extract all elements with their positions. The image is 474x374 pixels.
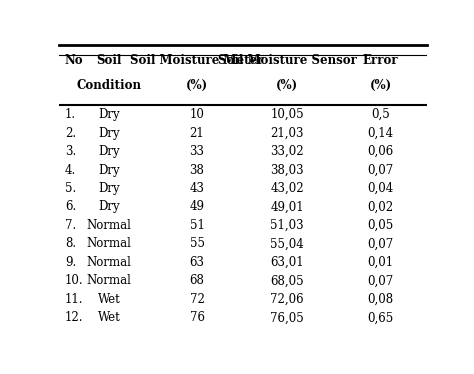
Text: Normal: Normal — [86, 219, 131, 232]
Text: 5.: 5. — [65, 182, 76, 195]
Text: 55: 55 — [190, 237, 204, 251]
Text: Normal: Normal — [86, 256, 131, 269]
Text: 0,07: 0,07 — [367, 163, 394, 177]
Text: 55,04: 55,04 — [270, 237, 304, 251]
Text: 0,5: 0,5 — [371, 108, 390, 121]
Text: 51,03: 51,03 — [270, 219, 304, 232]
Text: 21: 21 — [190, 126, 204, 140]
Text: 76,05: 76,05 — [270, 312, 304, 324]
Text: (%): (%) — [370, 79, 392, 92]
Text: Dry: Dry — [98, 200, 119, 214]
Text: Soil Moisture Sensor: Soil Moisture Sensor — [218, 53, 356, 67]
Text: 9.: 9. — [65, 256, 76, 269]
Text: 43,02: 43,02 — [270, 182, 304, 195]
Text: 0,04: 0,04 — [367, 182, 394, 195]
Text: Dry: Dry — [98, 108, 119, 121]
Text: 11.: 11. — [65, 293, 83, 306]
Text: 4.: 4. — [65, 163, 76, 177]
Text: 38,03: 38,03 — [270, 163, 304, 177]
Text: Normal: Normal — [86, 237, 131, 251]
Text: 0,02: 0,02 — [368, 200, 394, 214]
Text: 0,08: 0,08 — [368, 293, 394, 306]
Text: 12.: 12. — [65, 312, 83, 324]
Text: Dry: Dry — [98, 182, 119, 195]
Text: (%): (%) — [186, 79, 208, 92]
Text: 63: 63 — [190, 256, 204, 269]
Text: 2.: 2. — [65, 126, 76, 140]
Text: 10,05: 10,05 — [270, 108, 304, 121]
Text: Dry: Dry — [98, 126, 119, 140]
Text: 0,07: 0,07 — [367, 275, 394, 287]
Text: 1.: 1. — [65, 108, 76, 121]
Text: 21,03: 21,03 — [270, 126, 304, 140]
Text: 63,01: 63,01 — [270, 256, 304, 269]
Text: 49,01: 49,01 — [270, 200, 304, 214]
Text: 76: 76 — [190, 312, 204, 324]
Text: Dry: Dry — [98, 163, 119, 177]
Text: Condition: Condition — [76, 79, 141, 92]
Text: 68,05: 68,05 — [270, 275, 304, 287]
Text: Dry: Dry — [98, 145, 119, 158]
Text: 68: 68 — [190, 275, 204, 287]
Text: 49: 49 — [190, 200, 204, 214]
Text: 10.: 10. — [65, 275, 83, 287]
Text: 3.: 3. — [65, 145, 76, 158]
Text: Normal: Normal — [86, 275, 131, 287]
Text: Soil Moisture Meter: Soil Moisture Meter — [130, 53, 264, 67]
Text: 0,07: 0,07 — [367, 237, 394, 251]
Text: 6.: 6. — [65, 200, 76, 214]
Text: 72: 72 — [190, 293, 204, 306]
Text: 0,05: 0,05 — [367, 219, 394, 232]
Text: 0,01: 0,01 — [368, 256, 394, 269]
Text: No: No — [65, 53, 83, 67]
Text: 7.: 7. — [65, 219, 76, 232]
Text: 10: 10 — [190, 108, 204, 121]
Text: 38: 38 — [190, 163, 204, 177]
Text: Wet: Wet — [98, 293, 120, 306]
Text: 0,06: 0,06 — [367, 145, 394, 158]
Text: 43: 43 — [190, 182, 204, 195]
Text: 51: 51 — [190, 219, 204, 232]
Text: Soil: Soil — [96, 53, 121, 67]
Text: Error: Error — [363, 53, 399, 67]
Text: 72,06: 72,06 — [270, 293, 304, 306]
Text: 0,65: 0,65 — [367, 312, 394, 324]
Text: 0,14: 0,14 — [368, 126, 394, 140]
Text: 8.: 8. — [65, 237, 76, 251]
Text: Wet: Wet — [98, 312, 120, 324]
Text: 33: 33 — [190, 145, 204, 158]
Text: 33,02: 33,02 — [270, 145, 304, 158]
Text: (%): (%) — [276, 79, 298, 92]
